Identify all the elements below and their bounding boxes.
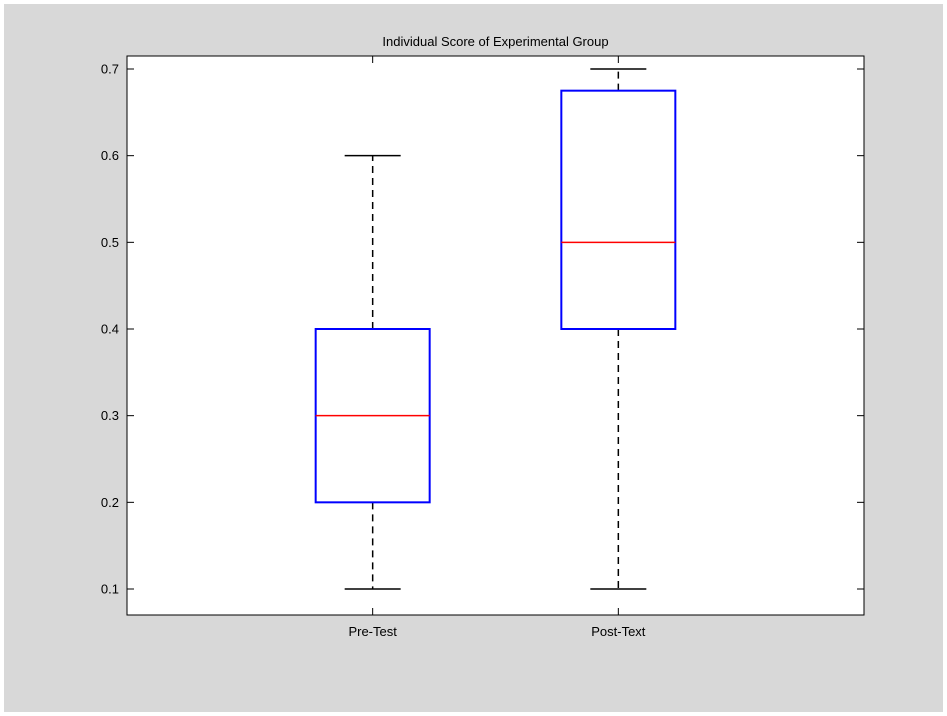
y-tick-label: 0.7 [101,62,119,77]
box-pre-test [314,154,431,590]
y-tick-label: 0.5 [101,235,119,250]
y-tick-label: 0.1 [101,582,119,597]
x-axis: Pre-Test Post-Text [348,56,646,639]
boxes [314,68,677,590]
x-tick-label: Pre-Test [348,624,397,639]
figure: Individual Score of Experimental Group 0… [4,4,943,712]
y-tick-label: 0.3 [101,408,119,423]
plot-area [126,55,865,616]
y-tick-label: 0.6 [101,148,119,163]
box-plot: Individual Score of Experimental Group 0… [101,34,865,639]
x-tick-label: Post-Text [591,624,646,639]
y-axis: 0.1 0.2 0.3 0.4 0.5 0.6 0.7 [101,62,864,597]
y-tick-label: 0.4 [101,322,119,337]
iqr-box [560,89,677,330]
box-post-text [560,68,677,590]
chart-title: Individual Score of Experimental Group [382,34,608,49]
y-tick-label: 0.2 [101,495,119,510]
